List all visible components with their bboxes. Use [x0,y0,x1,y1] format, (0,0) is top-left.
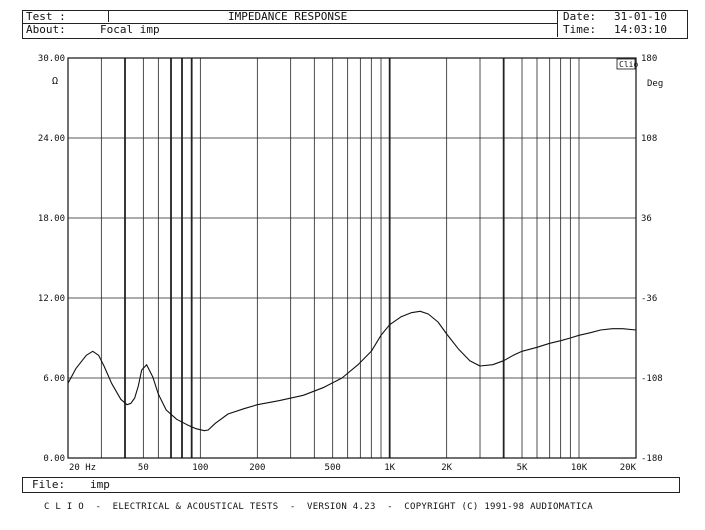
x-tick-label: 2K [441,463,452,473]
x-tick-label: 1K [384,463,395,473]
y-left-tick-label: 24.00 [38,134,65,144]
y-left-tick-label: 18.00 [38,214,65,224]
test-label: Test : [26,10,66,23]
y-right-tick-label: 108 [641,134,657,144]
file-label: File: [32,478,66,491]
x-tick-label: 500 [325,463,341,473]
chart-title: IMPEDANCE RESPONSE [228,10,348,23]
y-right-tick-label: 180 [641,54,657,64]
y-left-tick-label: 30.00 [38,54,65,64]
x-tick-label: 200 [249,463,265,473]
header-box [22,10,688,39]
y-right-tick-label: 36 [641,214,652,224]
header-divider-left [108,10,109,22]
plot-border [67,57,637,459]
impedance-curve [67,310,637,432]
date-label: Date: [563,10,597,23]
y-left-tick-label: 12.00 [38,294,65,304]
x-tick-label: 20K [620,463,637,473]
right-unit-label: Deg [647,79,663,89]
time-value: 14:03:10 [614,23,667,36]
about-value: Focal imp [100,23,160,36]
axis-layer: 0.00 6.00 12.00 18.00 24.00 30.00 -180 -108 -36 3… [38,54,663,473]
x-tick-label: 5K [517,463,528,473]
date-value: 31-01-10 [614,10,667,23]
y-right-tick-label: -108 [641,374,663,384]
curve-layer [67,310,637,432]
file-box [22,477,680,493]
clio-mark: Clio [616,58,638,70]
file-value: imp [90,478,110,491]
x-tick-label: 50 [138,463,149,473]
credits-line: C L I O - ELECTRICAL & ACOUSTICAL TESTS … [44,502,593,512]
y-right-tick-label: -36 [641,294,657,304]
y-right-tick-label: -180 [641,454,663,464]
y-left-tick-label: 0.00 [43,454,65,464]
grid-layer [68,58,636,458]
header-row-divider [22,23,558,24]
x-tick-label: 100 [192,463,208,473]
about-label: About: [26,23,66,36]
left-unit-label: Ω [52,76,58,87]
time-label: Time: [563,23,597,36]
x-tick-label: 20 Hz [69,463,96,473]
x-tick-label: 10K [571,463,588,473]
clio-mark-text: Clio [619,60,638,69]
y-left-tick-label: 6.00 [43,374,65,384]
